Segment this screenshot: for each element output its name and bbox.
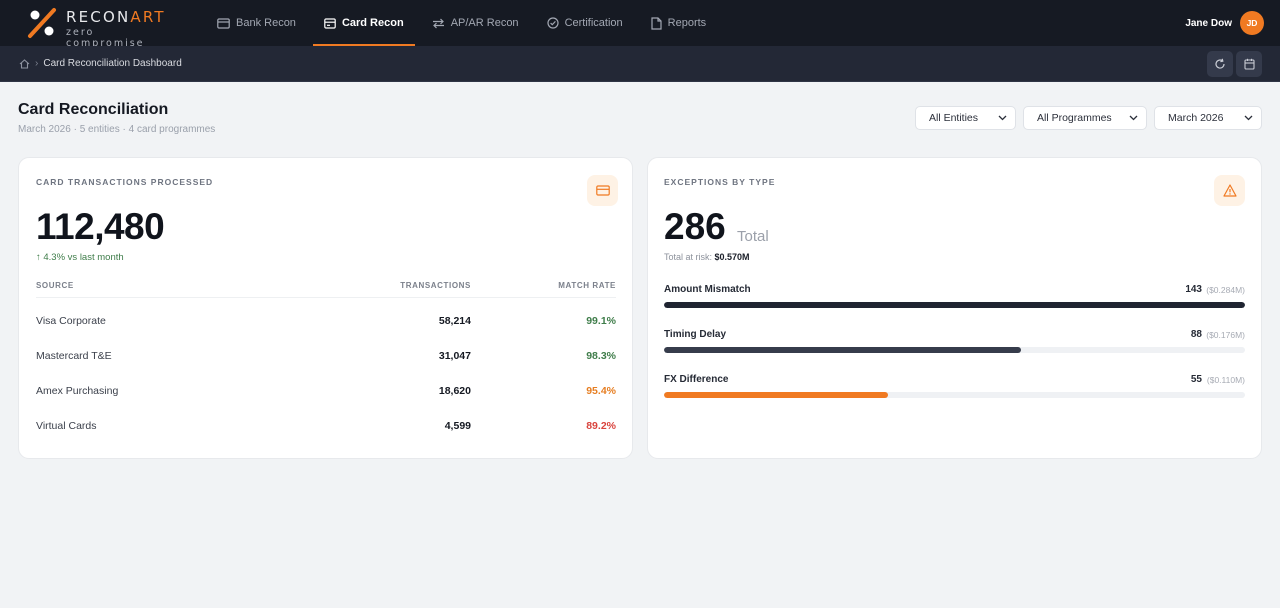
table-row[interactable]: Mastercard T&E 31,047 98.3% xyxy=(36,350,616,368)
exception-label: Timing Delay xyxy=(664,329,727,340)
swap-icon xyxy=(432,18,444,28)
progress-fill xyxy=(664,347,1022,353)
calendar-icon xyxy=(1243,58,1255,70)
exception-count: 55 xyxy=(1190,374,1202,385)
entity-select[interactable]: All Entities xyxy=(915,106,1016,130)
nav-apar-recon[interactable]: AP/AR Recon xyxy=(421,0,530,46)
card-icon-badge xyxy=(1214,175,1245,206)
progress-track xyxy=(664,302,1245,308)
exceptions-card: EXCEPTIONS BY TYPE 286 Total Total at ri… xyxy=(647,157,1262,459)
transactions-cell: 58,214 xyxy=(438,315,471,327)
card-title: CARD TRANSACTIONS PROCESSED xyxy=(36,177,214,187)
top-nav: RECONART zero compromise Bank Recon Card… xyxy=(0,0,1280,49)
refresh-button[interactable] xyxy=(1207,51,1233,77)
progress-fill xyxy=(664,392,888,398)
exception-bar[interactable]: Timing Delay 88 ($0.176M) xyxy=(664,329,1245,359)
card-title: EXCEPTIONS BY TYPE xyxy=(664,177,776,187)
source-cell: Virtual Cards xyxy=(36,420,97,432)
exceptions-total: 286 xyxy=(664,206,726,247)
match-rate-cell: 99.1% xyxy=(586,315,616,327)
card-icon xyxy=(324,17,336,29)
trend-indicator: ↑ 4.3% vs last month xyxy=(36,252,124,263)
avatar[interactable]: JD xyxy=(1240,11,1264,35)
table-row[interactable]: Amex Purchasing 18,620 95.4% xyxy=(36,385,616,403)
risk-value: $0.570M xyxy=(714,252,750,262)
brand-name: RECONART xyxy=(66,8,166,26)
risk-label: Total at risk: xyxy=(664,252,713,262)
warning-icon xyxy=(1222,184,1237,197)
calendar-button[interactable] xyxy=(1236,51,1262,77)
home-icon[interactable] xyxy=(19,58,30,69)
match-rate-cell: 89.2% xyxy=(586,420,616,432)
progress-track xyxy=(664,392,1245,398)
nav-label: Reports xyxy=(667,17,707,29)
refresh-icon xyxy=(1215,58,1225,69)
nav-reports[interactable]: Reports xyxy=(640,0,718,46)
check-circle-icon xyxy=(546,17,559,29)
chevron-down-icon xyxy=(1129,115,1138,121)
nav-card-recon[interactable]: Card Recon xyxy=(312,0,415,46)
programme-select[interactable]: All Programmes xyxy=(1023,106,1147,130)
main-nav: Bank Recon Card Recon AP/AR Recon Certif… xyxy=(206,0,723,46)
exception-bar[interactable]: Amount Mismatch 143 ($0.284M) xyxy=(664,284,1245,314)
progress-track xyxy=(664,347,1245,353)
page-title: Card Reconciliation xyxy=(18,101,169,118)
transactions-cell: 18,620 xyxy=(438,385,471,397)
match-rate-cell: 98.3% xyxy=(586,350,616,362)
exception-label: FX Difference xyxy=(664,374,729,385)
user-menu[interactable]: Jane Dow JD xyxy=(1185,11,1264,35)
transactions-cell: 4,599 xyxy=(444,420,471,432)
column-header[interactable]: MATCH RATE xyxy=(558,281,616,290)
period-select-value: March 2026 xyxy=(1168,112,1224,124)
user-name: Jane Dow xyxy=(1185,17,1232,29)
exception-amount: ($0.284M) xyxy=(1206,285,1245,295)
nav-certification[interactable]: Certification xyxy=(536,0,634,46)
exception-count: 143 xyxy=(1185,284,1202,295)
credit-card-icon xyxy=(595,185,610,196)
breadcrumb-bar: › Card Reconciliation Dashboard xyxy=(0,46,1280,82)
nav-label: Card Recon xyxy=(341,17,404,29)
table-row[interactable]: Virtual Cards 4,599 89.2% xyxy=(36,420,616,438)
nav-label: AP/AR Recon xyxy=(450,17,519,29)
period-select[interactable]: March 2026 xyxy=(1154,106,1262,130)
transactions-total: 112,480 xyxy=(36,206,165,247)
transactions-cell: 31,047 xyxy=(438,350,471,362)
page-subtitle: March 2026 · 5 entities · 4 card program… xyxy=(18,124,216,135)
column-header[interactable]: SOURCE xyxy=(36,281,74,290)
breadcrumb-current: Card Reconciliation Dashboard xyxy=(43,58,182,69)
exceptions-total-label: Total xyxy=(737,228,769,245)
document-icon xyxy=(651,16,662,30)
brand-tagline: zero compromise xyxy=(66,27,145,49)
column-header[interactable]: TRANSACTIONS xyxy=(400,281,471,290)
breadcrumb: › Card Reconciliation Dashboard xyxy=(19,58,182,69)
card-icon-badge xyxy=(587,175,618,206)
entity-select-value: All Entities xyxy=(929,112,979,124)
total-at-risk: Total at risk: $0.570M xyxy=(664,252,750,262)
match-rate-cell: 95.4% xyxy=(586,385,616,397)
logo-mark-icon xyxy=(28,8,56,38)
source-cell: Visa Corporate xyxy=(36,315,106,327)
exception-label: Amount Mismatch xyxy=(664,284,751,295)
breadcrumb-separator: › xyxy=(35,58,39,69)
nav-label: Certification xyxy=(564,17,623,29)
exception-amount: ($0.110M) xyxy=(1206,375,1245,385)
nav-label: Bank Recon xyxy=(236,17,296,29)
reconart-logo[interactable]: RECONART zero compromise xyxy=(26,7,176,49)
progress-fill xyxy=(664,302,1245,308)
transactions-card: CARD TRANSACTIONS PROCESSED 112,480 ↑ 4.… xyxy=(18,157,633,459)
programme-select-value: All Programmes xyxy=(1037,112,1112,124)
nav-bank-recon[interactable]: Bank Recon xyxy=(206,0,307,46)
exception-amount: ($0.176M) xyxy=(1206,330,1245,340)
exception-bar[interactable]: FX Difference 55 ($0.110M) xyxy=(664,374,1245,404)
chevron-down-icon xyxy=(998,115,1007,121)
exception-count: 88 xyxy=(1190,329,1202,340)
table-header: SOURCE TRANSACTIONS MATCH RATE xyxy=(36,281,616,298)
table-row[interactable]: Visa Corporate 58,214 99.1% xyxy=(36,315,616,333)
source-cell: Amex Purchasing xyxy=(36,385,119,397)
source-cell: Mastercard T&E xyxy=(36,350,112,362)
chevron-down-icon xyxy=(1244,115,1253,121)
bank-icon xyxy=(217,17,230,29)
